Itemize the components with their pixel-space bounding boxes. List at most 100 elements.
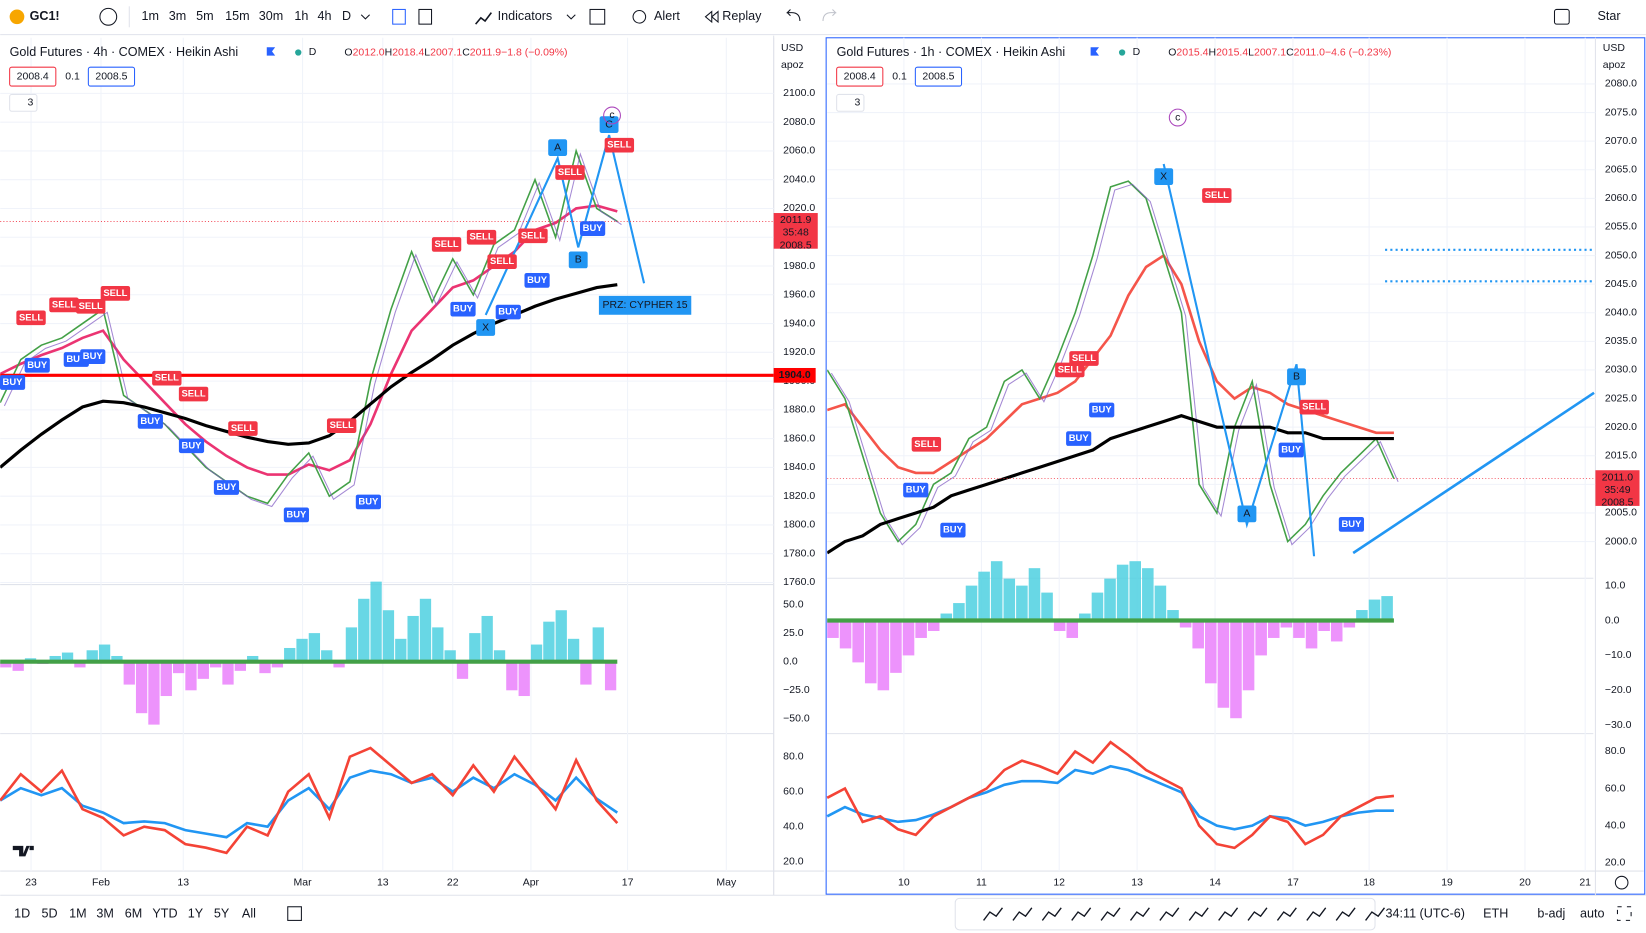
range-button[interactable]: 1M: [69, 906, 86, 920]
drawing-tool[interactable]: [983, 907, 1004, 921]
osc-bar: [1116, 564, 1129, 621]
signal-label: BUY: [66, 354, 87, 365]
range-button[interactable]: 1D: [14, 906, 30, 920]
drawing-tool[interactable]: [1247, 907, 1268, 921]
ohlc-key: L: [1248, 47, 1254, 58]
collapse-box[interactable]: [836, 93, 865, 112]
ask-box[interactable]: [914, 66, 963, 87]
layout-toggle[interactable]: [1553, 8, 1570, 25]
osc-bar: [1318, 620, 1330, 631]
osc-tick-label: −30.0: [1605, 720, 1632, 731]
auto-scale[interactable]: auto: [1580, 906, 1604, 920]
drawing-tool[interactable]: [1188, 907, 1209, 921]
ask-price[interactable]: 2008.5: [95, 71, 127, 82]
ohlc-value: 2011.9: [470, 47, 501, 58]
interval-button[interactable]: 1m: [142, 9, 159, 23]
ohlc-value: 2012.0: [353, 47, 385, 58]
drawing-tool[interactable]: [1335, 907, 1356, 921]
range-button[interactable]: 5Y: [214, 906, 230, 920]
undo-icon[interactable]: [786, 9, 801, 22]
replay-button[interactable]: Replay: [722, 9, 762, 23]
signal-label: BUY: [527, 275, 548, 286]
price-area: [827, 163, 1399, 557]
indicator-count[interactable]: 3: [854, 98, 860, 109]
osc-bar: [555, 610, 567, 662]
range-button[interactable]: 6M: [125, 906, 142, 920]
drawing-tool[interactable]: [1071, 907, 1092, 921]
currency[interactable]: USD: [781, 43, 804, 54]
buy-signal: [80, 349, 106, 364]
interval-button[interactable]: 4h: [317, 9, 331, 23]
drawing-tool[interactable]: [1365, 907, 1386, 921]
indicator-count[interactable]: 3: [27, 98, 33, 109]
bid-box[interactable]: [9, 66, 57, 87]
session[interactable]: ETH: [1483, 906, 1508, 920]
ask-price[interactable]: 2008.5: [922, 71, 954, 82]
adjust[interactable]: b-adj: [1537, 906, 1565, 920]
osc-bar: [1330, 620, 1343, 642]
drawing-tool[interactable]: [1159, 907, 1180, 921]
currency[interactable]: USD: [1603, 43, 1626, 54]
scale-mode[interactable]: apoz: [1603, 60, 1626, 71]
scale-mode[interactable]: apoz: [781, 60, 804, 71]
osc-bar: [1242, 620, 1255, 691]
active-pane-border: [825, 37, 1646, 895]
signal-label: SELL: [19, 312, 43, 323]
chart-style-icon[interactable]: [418, 8, 433, 25]
alert-icon[interactable]: [632, 9, 647, 24]
chevron[interactable]: [360, 14, 370, 20]
replay-icon[interactable]: [704, 10, 719, 24]
redo-icon[interactable]: [822, 9, 837, 22]
price-tick-label: 1820.0: [783, 491, 815, 502]
interval-button[interactable]: 15m: [225, 9, 249, 23]
range-button[interactable]: YTD: [152, 906, 177, 920]
range-button[interactable]: 1Y: [188, 906, 204, 920]
symbol[interactable]: GC1!: [30, 9, 60, 23]
osc-bar: [1167, 610, 1179, 621]
indicators-button[interactable]: Indicators: [498, 9, 553, 23]
ask-box[interactable]: [87, 66, 136, 87]
osc-bar: [1041, 592, 1053, 621]
bid-box[interactable]: [836, 66, 884, 87]
collapse-box[interactable]: [9, 93, 38, 112]
date-range-icon[interactable]: [287, 906, 302, 921]
settings-icon[interactable]: [1614, 875, 1629, 890]
interval-button[interactable]: 5m: [196, 9, 213, 23]
interval-button[interactable]: 1h: [294, 9, 308, 23]
star-button[interactable]: Star: [1598, 9, 1621, 23]
drawing-tool[interactable]: [1012, 907, 1033, 921]
pattern-label: X: [482, 322, 489, 333]
osc-bar: [1016, 585, 1028, 621]
drawing-tool[interactable]: [1276, 907, 1297, 921]
alert-button[interactable]: Alert: [654, 9, 680, 23]
signal-label: SELL: [103, 288, 127, 299]
interval-button[interactable]: D: [342, 9, 351, 23]
layouts-icon[interactable]: [589, 8, 606, 25]
chart-type-icon[interactable]: [392, 8, 406, 25]
chevron[interactable]: [566, 14, 576, 20]
range-button[interactable]: All: [242, 906, 256, 920]
interval-button[interactable]: 3m: [169, 9, 186, 23]
indicators-icon[interactable]: [475, 12, 492, 25]
bid-price[interactable]: 2008.4: [17, 71, 49, 82]
drawing-tool[interactable]: [1218, 907, 1239, 921]
price-tick-label: 2055.0: [1605, 222, 1637, 233]
add-symbol[interactable]: [99, 7, 118, 26]
range-button[interactable]: 3M: [96, 906, 113, 920]
range-button[interactable]: 5D: [41, 906, 57, 920]
osc-bar: [370, 581, 382, 662]
signal-label: SELL: [490, 256, 514, 267]
buy-signal: [524, 273, 550, 288]
interval-button[interactable]: 30m: [259, 9, 283, 23]
osc-bar: [902, 620, 915, 656]
price-tick-label: 2005.0: [1605, 508, 1637, 519]
bid-price[interactable]: 2008.4: [844, 71, 876, 82]
fullscreen-icon[interactable]: [1616, 906, 1632, 921]
drawing-tool[interactable]: [1100, 907, 1121, 921]
osc-bar: [543, 621, 555, 662]
drawing-tool[interactable]: [1041, 907, 1062, 921]
drawing-tool[interactable]: [1306, 907, 1327, 921]
clock[interactable]: 34:11 (UTC-6): [1386, 906, 1465, 920]
buy-signal: [137, 414, 163, 429]
drawing-tool[interactable]: [1129, 907, 1150, 921]
